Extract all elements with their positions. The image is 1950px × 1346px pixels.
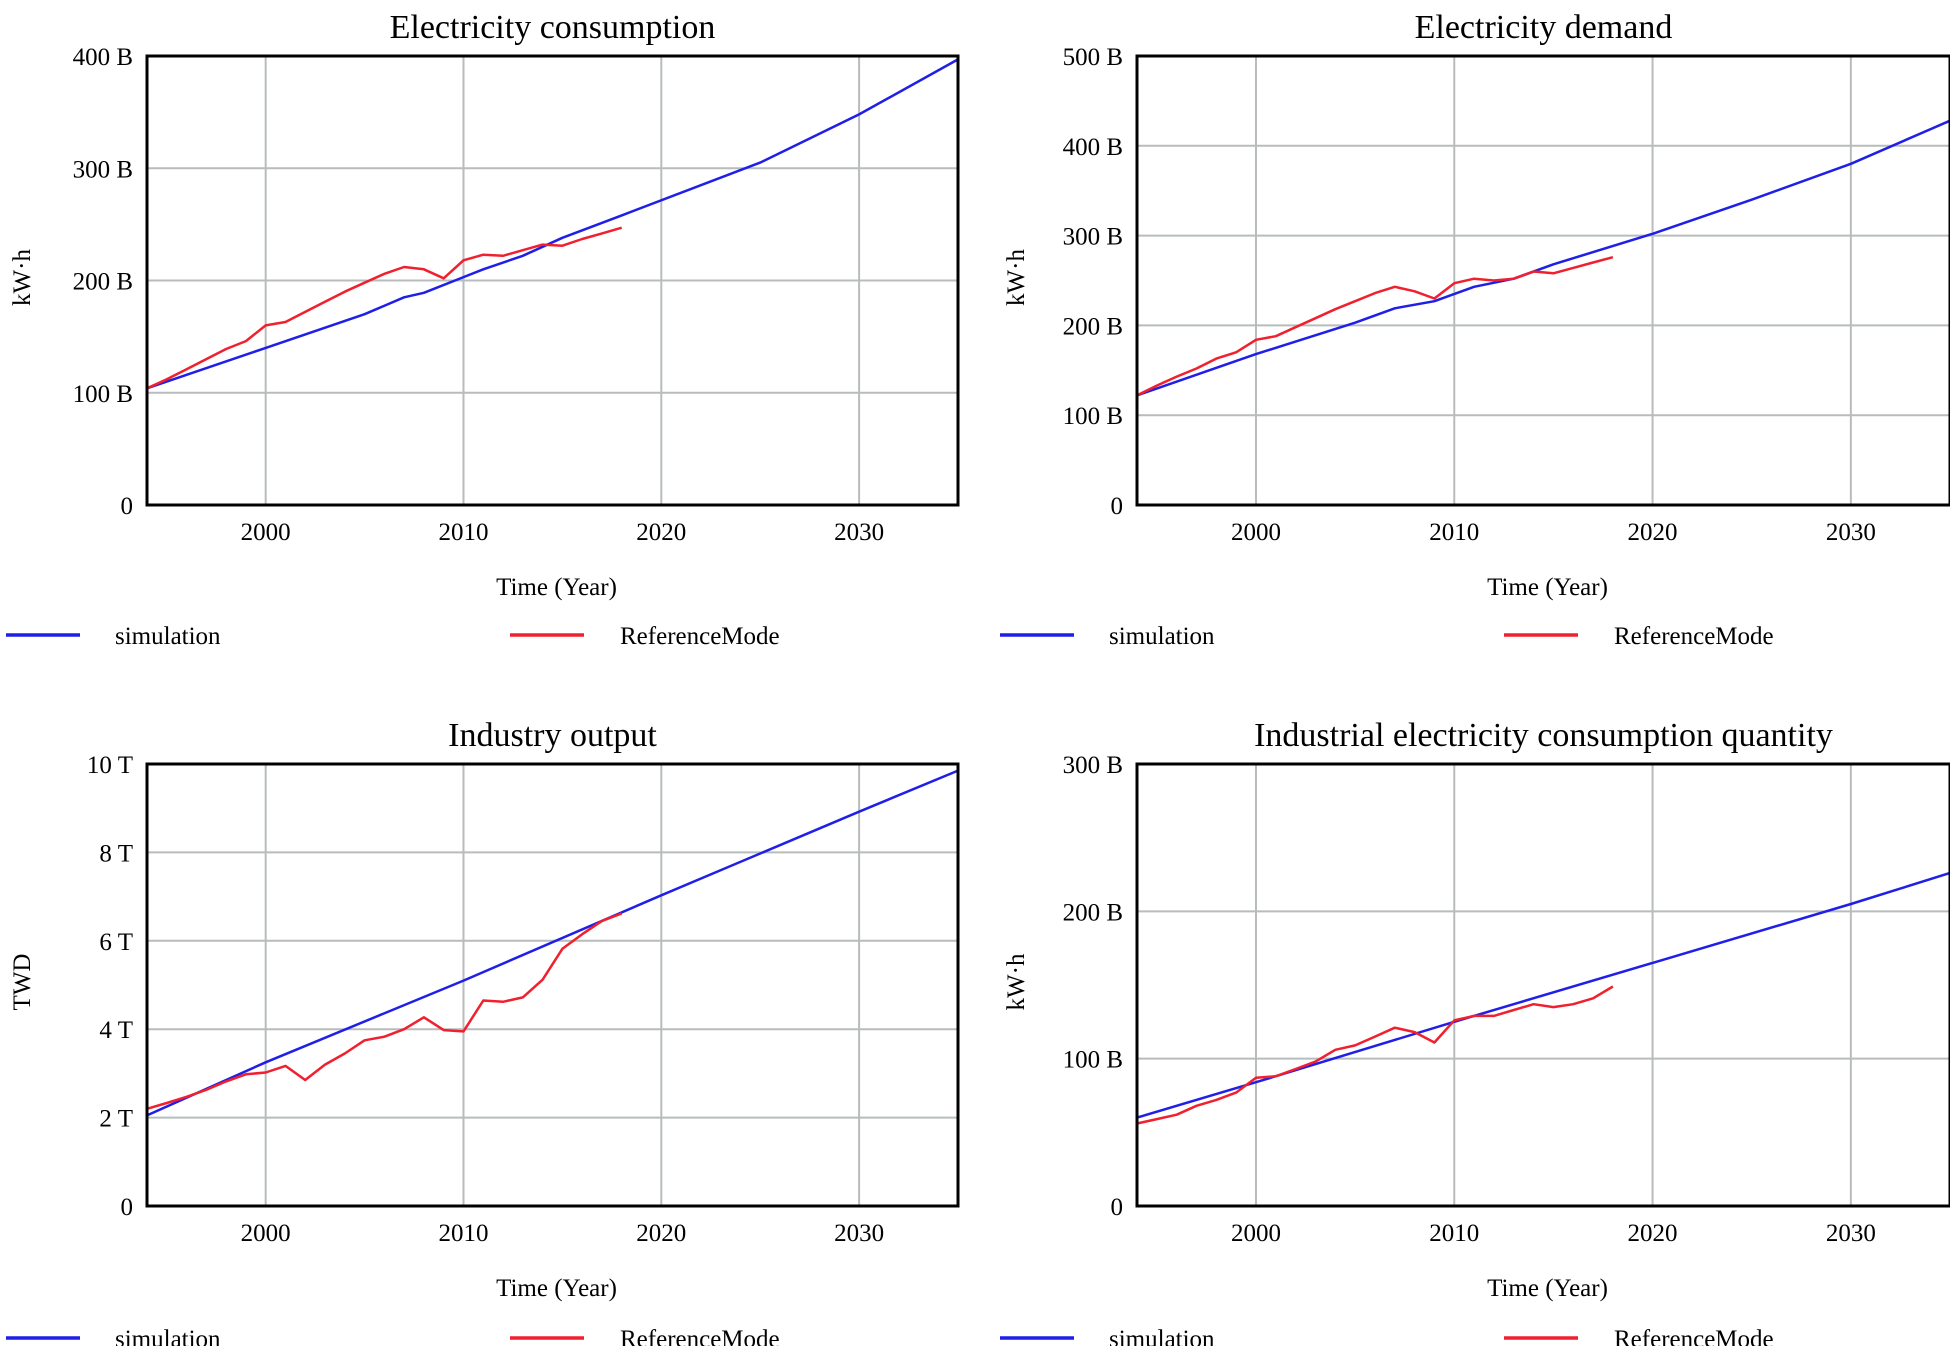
series-line-simulation xyxy=(1136,871,1950,1119)
x-tick-label: 2000 xyxy=(1231,1220,1281,1247)
y-tick-label: 100 B xyxy=(1063,403,1123,430)
plot-frame xyxy=(145,762,960,1208)
chart-title: Industrial electricity consumption quant… xyxy=(1254,717,1833,754)
legend-label-referencemode: ReferenceMode xyxy=(620,1326,780,1346)
y-axis-label: TWD xyxy=(9,954,36,1011)
legend: simulation ReferenceMode xyxy=(6,623,780,650)
chart-industry-output: Industry output 0 2 T 4 T 6 T 8 T 10 T 2000 2010… xyxy=(6,717,960,1346)
legend: simulation ReferenceMode xyxy=(1000,1326,1774,1346)
y-tick-label: 100 B xyxy=(1063,1047,1123,1074)
plot-frame xyxy=(145,54,960,507)
plot-frame xyxy=(1135,54,1950,507)
legend-label-simulation: simulation xyxy=(115,623,221,650)
chart-electricity-demand: Electricity demand 0 100 B 200 B 300 B 400 B 5… xyxy=(1000,9,1950,650)
y-tick-label: 200 B xyxy=(73,269,133,296)
legend-label-referencemode: ReferenceMode xyxy=(1614,623,1774,650)
x-tick-label: 2020 xyxy=(1628,1220,1678,1247)
legend-label-referencemode: ReferenceMode xyxy=(1614,1326,1774,1346)
series-line-referencemode xyxy=(1136,255,1614,397)
series-line-simulation xyxy=(1136,119,1950,397)
x-tick-label: 2000 xyxy=(241,519,291,546)
legend: simulation ReferenceMode xyxy=(1000,623,1774,650)
x-tick-label: 2030 xyxy=(1826,1220,1876,1247)
chart-title: Electricity consumption xyxy=(390,9,716,46)
x-tick-label: 2000 xyxy=(1231,519,1281,546)
series-line-referencemode xyxy=(1136,985,1614,1125)
y-tick-label: 300 B xyxy=(1063,752,1123,779)
y-tick-label: 8 T xyxy=(99,840,133,867)
series-line-referencemode xyxy=(146,912,623,1110)
x-tick-label: 2010 xyxy=(1429,1220,1479,1247)
y-tick-label: 500 B xyxy=(1063,44,1123,71)
y-tick-label: 6 T xyxy=(99,929,133,956)
x-axis-label: Time (Year) xyxy=(496,574,617,601)
x-axis-label: Time (Year) xyxy=(1487,1275,1608,1302)
x-axis-label: Time (Year) xyxy=(1487,574,1608,601)
x-tick-label: 2020 xyxy=(1628,519,1678,546)
y-tick-label: 4 T xyxy=(99,1017,133,1044)
x-tick-label: 2020 xyxy=(636,1220,686,1247)
series-line-simulation xyxy=(146,769,959,1117)
legend-label-referencemode: ReferenceMode xyxy=(620,623,780,650)
y-tick-label: 400 B xyxy=(1063,134,1123,161)
x-tick-label: 2000 xyxy=(241,1220,291,1247)
y-tick-label: 0 xyxy=(121,1194,134,1221)
legend: simulation ReferenceMode xyxy=(6,1326,780,1346)
legend-label-simulation: simulation xyxy=(115,1326,221,1346)
x-axis-label: Time (Year) xyxy=(496,1275,617,1302)
y-tick-label: 2 T xyxy=(99,1106,133,1133)
x-tick-label: 2010 xyxy=(438,519,488,546)
y-axis-label: kW·h xyxy=(1003,249,1030,306)
y-axis-label: kW·h xyxy=(1003,953,1030,1010)
y-tick-label: 0 xyxy=(1111,493,1124,520)
legend-label-simulation: simulation xyxy=(1109,623,1215,650)
y-tick-label: 200 B xyxy=(1063,313,1123,340)
legend-label-simulation: simulation xyxy=(1109,1326,1215,1346)
y-tick-label: 300 B xyxy=(1063,224,1123,251)
chart-title: Electricity demand xyxy=(1415,9,1673,46)
chart-industrial-electricity-consumption-quantity: Industrial electricity consumption quant… xyxy=(1000,717,1950,1346)
chart-electricity-consumption: Electricity consumption 0 100 B 200 B 300 B 4… xyxy=(6,9,960,650)
y-tick-label: 0 xyxy=(121,493,134,520)
series-line-simulation xyxy=(146,58,959,390)
y-tick-label: 100 B xyxy=(73,381,133,408)
y-tick-label: 10 T xyxy=(87,752,133,779)
x-tick-label: 2030 xyxy=(834,519,884,546)
series-line-referencemode xyxy=(146,226,623,390)
x-tick-label: 2030 xyxy=(1826,519,1876,546)
chart-title: Industry output xyxy=(448,717,657,754)
y-tick-label: 400 B xyxy=(73,44,133,71)
y-tick-label: 0 xyxy=(1111,1194,1124,1221)
y-tick-label: 200 B xyxy=(1063,899,1123,926)
y-axis-label: kW·h xyxy=(9,249,36,306)
x-tick-label: 2030 xyxy=(834,1220,884,1247)
x-tick-label: 2020 xyxy=(636,519,686,546)
x-tick-label: 2010 xyxy=(1429,519,1479,546)
plot-frame xyxy=(1135,762,1950,1208)
y-tick-label: 300 B xyxy=(73,156,133,183)
x-tick-label: 2010 xyxy=(438,1220,488,1247)
